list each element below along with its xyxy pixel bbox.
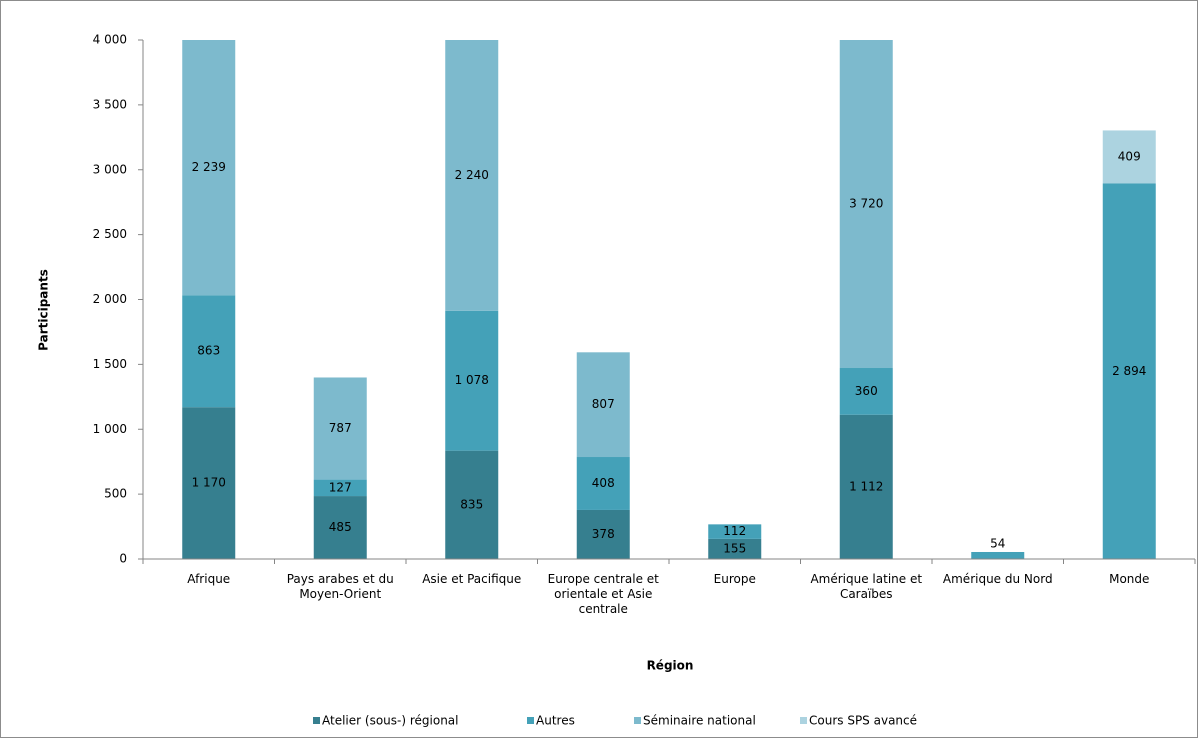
value-label: 378	[592, 527, 615, 541]
legend-swatch	[313, 717, 320, 724]
value-label: 409	[1118, 149, 1141, 163]
value-label: 127	[329, 480, 352, 494]
bar-segment	[182, 295, 236, 408]
value-label: 360	[855, 384, 878, 398]
bar-segment	[839, 414, 893, 559]
value-label: 2 894	[1112, 364, 1146, 378]
bar-segment	[445, 40, 499, 311]
legend-label: Cours SPS avancé	[809, 714, 917, 728]
y-tick-label: 1 500	[93, 357, 127, 371]
legend-swatch	[800, 717, 807, 724]
y-tick-label: 0	[119, 552, 127, 566]
bar-segment	[182, 407, 236, 559]
bar-segment	[313, 377, 367, 480]
value-label: 1 170	[192, 476, 226, 490]
bar-segment	[708, 538, 762, 559]
value-label: 1 112	[849, 479, 883, 493]
x-axis-label: Région	[647, 659, 694, 673]
bar-segment	[1102, 183, 1156, 560]
bar-segment	[839, 368, 893, 415]
y-tick-label: 500	[104, 487, 127, 501]
bar-segment	[576, 457, 630, 510]
value-label: 485	[329, 520, 352, 534]
x-tick-label: Europe centrale et orientale et Asie cen…	[547, 572, 659, 616]
x-tick-label: Afrique	[187, 572, 231, 586]
value-label: 54	[990, 536, 1005, 550]
bar-segment	[313, 479, 367, 497]
y-axis-label: Participants	[37, 269, 51, 351]
value-label: 408	[592, 476, 615, 490]
y-tick-label: 3 500	[93, 97, 127, 111]
x-tick-label: Amérique du Nord	[942, 572, 1053, 586]
value-label: 835	[460, 497, 483, 511]
value-label: 2 240	[455, 168, 489, 182]
x-tick-label: Amérique latine et Caraïbes	[810, 572, 923, 601]
value-label: 787	[329, 421, 352, 435]
y-tick-label: 2 000	[93, 292, 127, 306]
legend-swatch	[634, 717, 641, 724]
y-tick-label: 2 500	[93, 227, 127, 241]
value-label: 863	[197, 344, 220, 358]
legend-label: Atelier (sous-) régional	[322, 714, 458, 728]
legend-label: Séminaire national	[643, 714, 756, 728]
bar-segment	[445, 450, 499, 559]
bar-segment	[1102, 130, 1156, 184]
y-tick-label: 1 000	[93, 422, 127, 436]
y-tick-label: 3 000	[93, 162, 127, 176]
value-label: 112	[723, 524, 746, 538]
value-label: 3 720	[849, 197, 883, 211]
bar-segment	[839, 40, 893, 369]
bar-segment	[576, 352, 630, 458]
legend-swatch	[527, 717, 534, 724]
value-label: 1 078	[455, 373, 489, 387]
legend-label: Autres	[536, 714, 575, 728]
x-tick-label: Pays arabes et du Moyen-Orient	[286, 572, 394, 601]
x-tick-label: Asie et Pacifique	[422, 572, 522, 586]
bar-segment	[971, 551, 1025, 559]
bar-segment	[708, 524, 762, 539]
bar-segment	[182, 40, 236, 296]
bar-segment	[313, 496, 367, 559]
y-tick-label: 4 000	[93, 33, 127, 47]
value-label: 807	[592, 397, 615, 411]
x-tick-label: Europe	[713, 572, 756, 586]
x-tick-label: Monde	[1109, 572, 1150, 586]
bar-segment	[445, 310, 499, 451]
value-label: 2 239	[192, 160, 226, 174]
bar-segment	[576, 509, 630, 559]
value-label: 155	[723, 541, 746, 555]
plot-area	[182, 40, 1156, 560]
